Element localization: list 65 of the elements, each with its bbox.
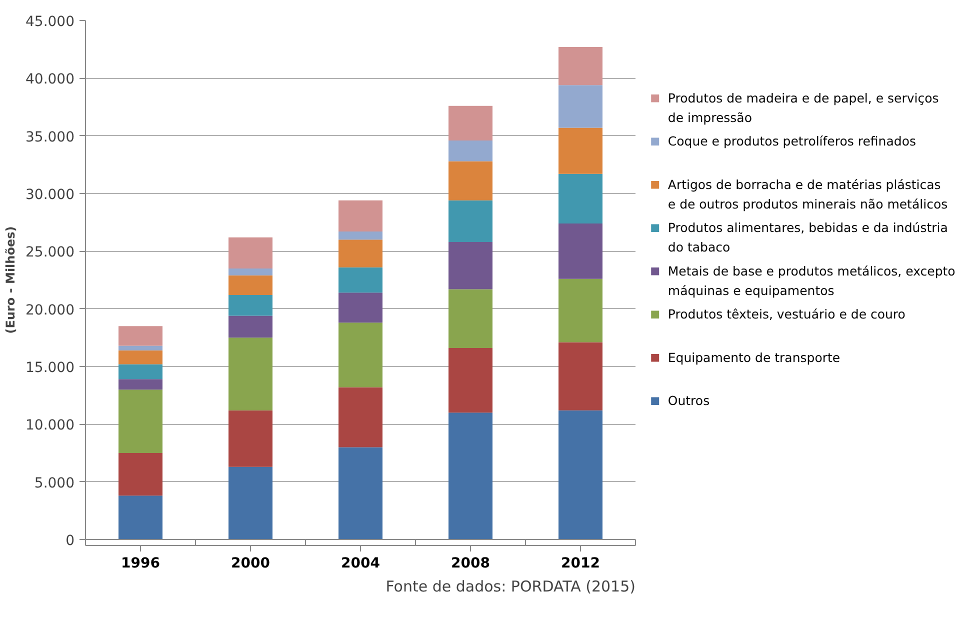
bar (448, 242, 492, 290)
y-tick-label: 40.000 (26, 72, 75, 88)
legend-label: Produtos têxteis, vestuário e de couro (668, 306, 906, 322)
bar (228, 410, 272, 467)
bar (338, 322, 382, 388)
bar (558, 85, 602, 128)
bar (228, 275, 272, 295)
bar (558, 47, 602, 86)
y-tick-label: 10.000 (26, 418, 75, 434)
legend-label: Produtos de madeira e de papel, e serviços de impressão (668, 90, 939, 125)
bar (118, 379, 162, 390)
bar (558, 223, 602, 279)
y-tick-label: 0 (66, 533, 75, 549)
bar (448, 412, 492, 540)
y-tick-label: 45.000 (26, 14, 75, 30)
bar (228, 268, 272, 276)
y-axis-title: (Euro - Milhões) (4, 226, 18, 334)
y-tick-label: 30.000 (26, 187, 75, 203)
y-tick-label: 5.000 (34, 475, 75, 492)
bar (118, 453, 162, 496)
x-tick-label: 2012 (561, 556, 600, 572)
x-tick-label: 1996 (121, 556, 160, 572)
y-tick-label: 20.000 (26, 302, 75, 318)
legend-label: Outros (668, 393, 710, 408)
bar (448, 289, 492, 348)
y-tick-label: 15.000 (26, 360, 75, 376)
legend-label: Produtos alimentares, bebidas e da indústria do tabaco (668, 220, 948, 255)
bar (558, 410, 602, 540)
bar (558, 128, 602, 174)
bar (558, 174, 602, 224)
x-tick-label: 2004 (341, 556, 380, 572)
bar (118, 496, 162, 540)
bar (228, 466, 272, 540)
bar (448, 161, 492, 200)
bar (228, 316, 272, 338)
bar (338, 292, 382, 323)
bar (228, 237, 272, 268)
bar (338, 387, 382, 448)
bar (228, 338, 272, 410)
bar (558, 278, 602, 342)
bar (448, 140, 492, 162)
bar (338, 267, 382, 293)
bar (118, 350, 162, 364)
source-note: Fonte de dados: PORDATA (2015) (386, 578, 636, 596)
x-tick-label: 2000 (231, 556, 270, 572)
x-tick-label: 2008 (451, 556, 490, 572)
bar (338, 232, 382, 240)
bar (118, 326, 162, 346)
bar (448, 200, 492, 242)
bar (118, 364, 162, 380)
bar (448, 348, 492, 413)
bar (448, 106, 492, 140)
bar (338, 200, 382, 232)
legend-label: Metais de base e produtos metálicos, excepto máquinas e equipamentos (668, 263, 956, 298)
y-tick-label: 35.000 (26, 129, 75, 146)
bar (338, 447, 382, 540)
bar (228, 294, 272, 316)
y-tick-label: 25.000 (26, 244, 75, 261)
bar (118, 390, 162, 453)
legend-label: Coque e produtos petrolíferos refinados (668, 134, 916, 149)
legend-label: Equipamento de transporte (668, 350, 840, 365)
bar (558, 342, 602, 410)
bar (338, 240, 382, 268)
bar (118, 346, 162, 350)
legend-label: Artigos de borracha e de matérias plásticas e de outros produtos minerais não metálicos (668, 176, 948, 212)
